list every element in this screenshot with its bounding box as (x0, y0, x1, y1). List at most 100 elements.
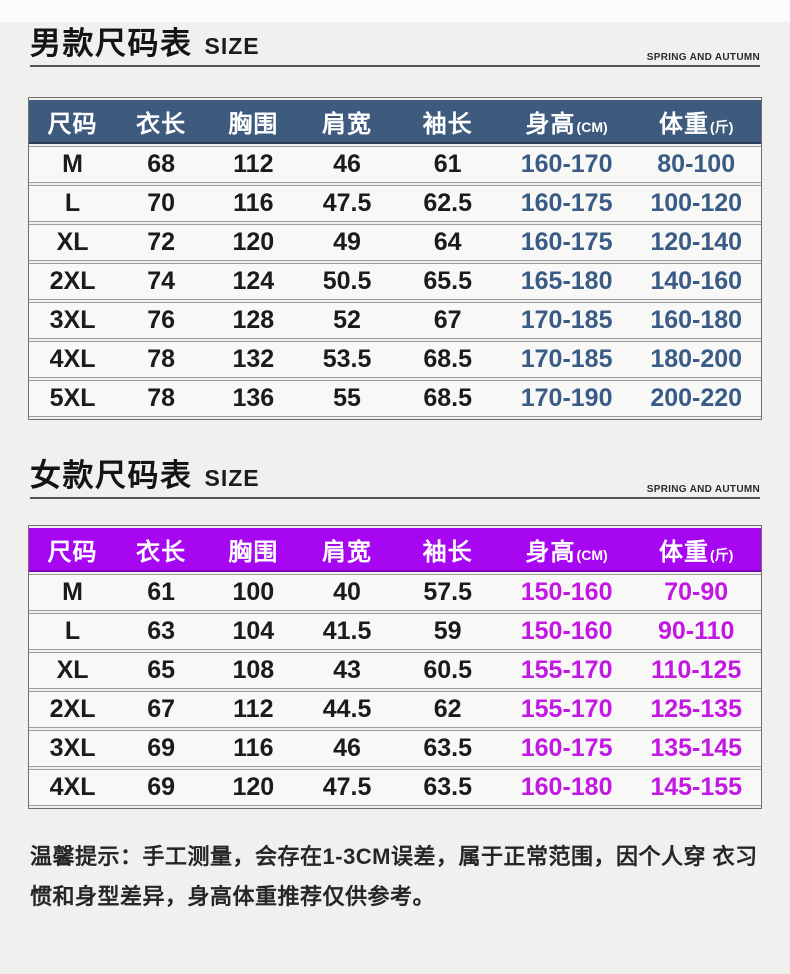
footer-note-line-2: 衣习惯和身型差异，身高体重推荐仅供参考。 (30, 844, 758, 909)
measurement-cell: 78 (116, 341, 207, 378)
measurement-cell: 116 (206, 730, 301, 767)
size-label-cell: 2XL (29, 691, 117, 728)
measurement-cell: 69 (116, 730, 207, 767)
measurement-cell: 62.5 (393, 185, 502, 222)
column-header: 胸围 (206, 528, 301, 572)
measurement-cell: 136 (206, 380, 301, 417)
column-label: 衣长 (136, 110, 187, 138)
measurement-cell: 120 (206, 224, 301, 261)
measurement-cell: 160-175 (501, 730, 632, 767)
womens-section-title-en: SIZE (204, 465, 260, 491)
column-header: 尺码 (29, 528, 117, 572)
measurement-cell: 132 (206, 341, 301, 378)
size-label-cell: 4XL (29, 341, 117, 378)
size-row: 5XL 78 136 55 68.5 170-190 200-220 (29, 380, 761, 417)
measurement-cell: 124 (206, 263, 301, 300)
measurement-cell: 68 (116, 146, 207, 183)
measurement-cell: 170-185 (501, 341, 632, 378)
measurement-cell: 59 (393, 613, 502, 650)
measurement-cell: 44.5 (300, 691, 394, 728)
womens-table-body: M 61 100 40 57.5 150-160 70-90 L 63 104 41.5 59 150-… (29, 574, 761, 806)
mens-section-title-en: SIZE (204, 33, 260, 59)
womens-section-title: 女款尺码表 (30, 458, 193, 493)
column-label: 胸围 (228, 538, 279, 566)
column-header: 袖长 (393, 528, 502, 572)
measurement-cell: 40 (300, 574, 394, 611)
size-row: 2XL 74 124 50.5 65.5 165-180 140-160 (29, 263, 761, 300)
size-label-cell: L (29, 613, 117, 650)
size-label-cell: 3XL (29, 730, 117, 767)
size-row: 4XL 78 132 53.5 68.5 170-185 180-200 (29, 341, 761, 378)
mens-season-label: SPRING AND AUTUMN (646, 52, 760, 63)
column-header: 尺码 (29, 100, 117, 144)
mens-size-table: 尺码 衣长 胸围 肩宽 袖长 身高(CM) 体重(斤) M 68 112 46 61 160-170 8… (28, 97, 762, 420)
measurement-cell: 160-180 (631, 302, 761, 339)
size-row: XL 65 108 43 60.5 155-170 110-125 (29, 652, 761, 689)
measurement-cell: 150-160 (501, 613, 632, 650)
measurement-cell: 46 (300, 146, 394, 183)
measurement-cell: 160-180 (501, 769, 632, 806)
measurement-cell: 55 (300, 380, 394, 417)
measurement-cell: 145-155 (631, 769, 761, 806)
measurement-cell: 70-90 (631, 574, 761, 611)
measurement-cell: 170-190 (501, 380, 632, 417)
measurement-cell: 76 (116, 302, 207, 339)
measurement-cell: 46 (300, 730, 394, 767)
size-row: M 68 112 46 61 160-170 80-100 (29, 146, 761, 183)
measurement-cell: 62 (393, 691, 502, 728)
measurement-cell: 125-135 (631, 691, 761, 728)
column-label: 胸围 (228, 110, 279, 138)
measurement-cell: 180-200 (631, 341, 761, 378)
measurement-cell: 120-140 (631, 224, 761, 261)
measurement-cell: 53.5 (300, 341, 394, 378)
size-row: L 70 116 47.5 62.5 160-175 100-120 (29, 185, 761, 222)
measurement-cell: 128 (206, 302, 301, 339)
size-row: 4XL 69 120 47.5 63.5 160-180 145-155 (29, 769, 761, 806)
column-label: 衣长 (136, 538, 187, 566)
size-label-cell: 2XL (29, 263, 117, 300)
measurement-cell: 135-145 (631, 730, 761, 767)
column-label: 尺码 (47, 538, 98, 566)
size-label-cell: 4XL (29, 769, 117, 806)
womens-season-label: SPRING AND AUTUMN (646, 484, 760, 495)
size-row: M 61 100 40 57.5 150-160 70-90 (29, 574, 761, 611)
mens-size-section: 男款尺码表 SIZE SPRING AND AUTUMN 尺码 衣长 胸围 肩宽 袖长身… (0, 22, 790, 420)
size-row: 3XL 69 116 46 63.5 160-175 135-145 (29, 730, 761, 767)
title-divider (30, 497, 760, 499)
measurement-cell: 160-170 (501, 146, 632, 183)
size-row: 3XL 76 128 52 67 170-185 160-180 (29, 302, 761, 339)
womens-size-section: 女款尺码表 SIZE SPRING AND AUTUMN 尺码 衣长 胸围 肩宽 袖长身… (0, 454, 790, 809)
measurement-cell: 61 (393, 146, 502, 183)
column-header-row: 尺码 衣长 胸围 肩宽 袖长 身高(CM) 体重(斤) (29, 100, 761, 144)
footer-note-line-1: 温馨提示：手工测量，会存在1-3CM误差，属于正常范围，因个人穿 (30, 844, 707, 869)
size-label-cell: 5XL (29, 380, 117, 417)
measurement-cell: 108 (206, 652, 301, 689)
measurement-cell: 63.5 (393, 769, 502, 806)
column-label: 尺码 (47, 110, 98, 138)
measurement-cell: 49 (300, 224, 394, 261)
measurement-cell: 67 (393, 302, 502, 339)
title-row: 男款尺码表 SIZE (30, 26, 760, 62)
measurement-cell: 170-185 (501, 302, 632, 339)
measurement-cell: 116 (206, 185, 301, 222)
column-header: 身高(CM) (501, 528, 632, 572)
size-label-cell: M (29, 574, 117, 611)
measurement-cell: 68.5 (393, 341, 502, 378)
measurement-cell: 90-110 (631, 613, 761, 650)
measurement-cell: 120 (206, 769, 301, 806)
measurement-cell: 63.5 (393, 730, 502, 767)
measurement-cell: 41.5 (300, 613, 394, 650)
column-label: 袖长 (422, 538, 473, 566)
size-label-cell: L (29, 185, 117, 222)
measurement-cell: 50.5 (300, 263, 394, 300)
title-divider (30, 65, 760, 67)
measurement-cell: 100 (206, 574, 301, 611)
size-label-cell: XL (29, 224, 117, 261)
measurement-cell: 155-170 (501, 691, 632, 728)
column-label: 身高 (525, 538, 576, 566)
column-header: 衣长 (116, 528, 207, 572)
mens-section-title: 男款尺码表 (30, 26, 193, 61)
measurement-cell: 112 (206, 691, 301, 728)
column-label: 袖长 (422, 110, 473, 138)
